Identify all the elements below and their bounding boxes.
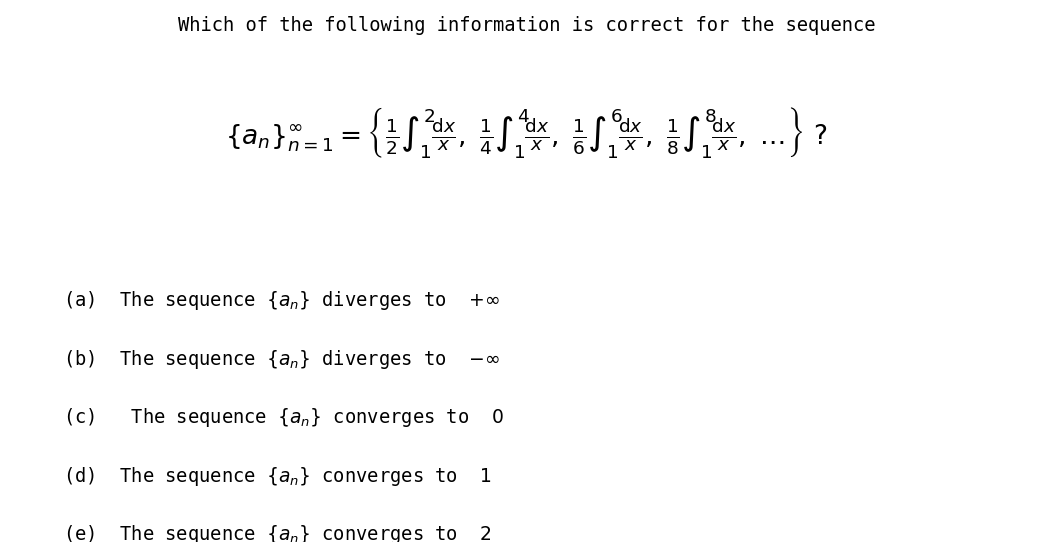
Text: (e)  The sequence $\{a_n\}$ converges to  $2$: (e) The sequence $\{a_n\}$ converges to …: [63, 524, 492, 542]
Text: (b)  The sequence $\{a_n\}$ diverges to  $-\infty$: (b) The sequence $\{a_n\}$ diverges to $…: [63, 348, 500, 371]
Text: (d)  The sequence $\{a_n\}$ converges to  $1$: (d) The sequence $\{a_n\}$ converges to …: [63, 465, 492, 488]
Text: Which of the following information is correct for the sequence: Which of the following information is co…: [178, 16, 875, 35]
Text: (a)  The sequence $\{a_n\}$ diverges to  $+\infty$: (a) The sequence $\{a_n\}$ diverges to $…: [63, 289, 500, 312]
Text: $\{a_n\}_{n=1}^{\infty} = \left\{ \frac{1}{2}\int_{1}^{2}\!\frac{\mathrm{d}x}{x}: $\{a_n\}_{n=1}^{\infty} = \left\{ \frac{…: [225, 105, 828, 160]
Text: (c)   The sequence $\{a_n\}$ converges to  $0$: (c) The sequence $\{a_n\}$ converges to …: [63, 406, 504, 429]
